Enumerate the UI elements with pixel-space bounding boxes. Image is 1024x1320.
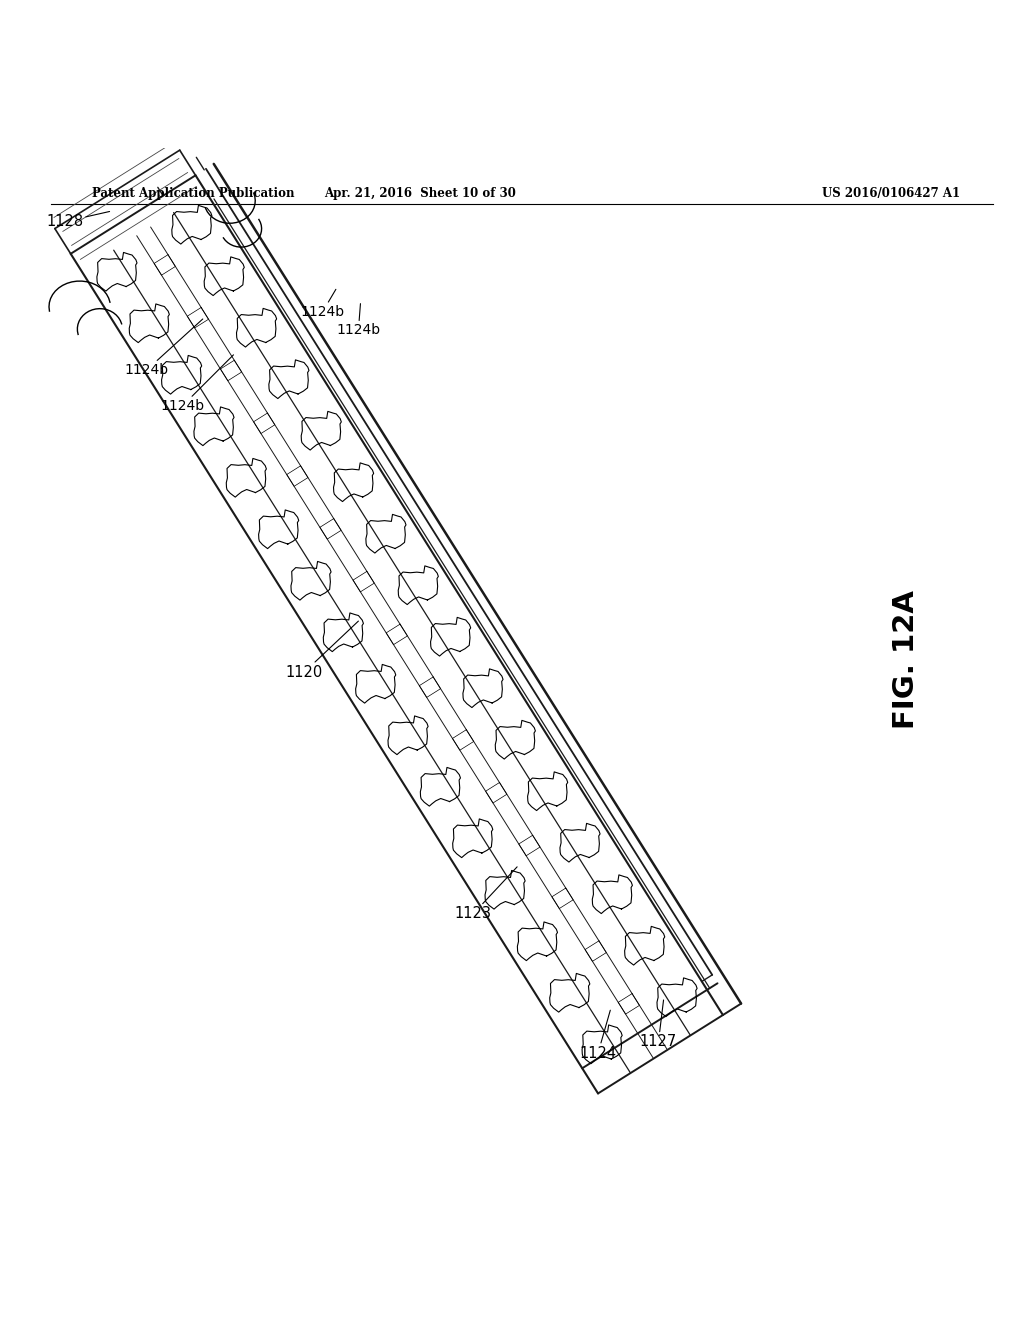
- Text: 1124b: 1124b: [336, 304, 381, 338]
- Text: FIG. 12A: FIG. 12A: [892, 590, 921, 730]
- Text: 1127: 1127: [640, 1001, 677, 1049]
- Text: 1128: 1128: [46, 211, 110, 230]
- Text: 1124b: 1124b: [300, 289, 345, 319]
- Text: 1123: 1123: [455, 867, 517, 921]
- Text: 1124: 1124: [580, 1010, 616, 1061]
- Text: 1124b: 1124b: [160, 355, 233, 413]
- Text: Patent Application Publication: Patent Application Publication: [92, 187, 295, 199]
- Text: Apr. 21, 2016  Sheet 10 of 30: Apr. 21, 2016 Sheet 10 of 30: [324, 187, 516, 199]
- Text: 1124b: 1124b: [124, 319, 203, 378]
- Text: US 2016/0106427 A1: US 2016/0106427 A1: [822, 187, 959, 199]
- Text: 1120: 1120: [286, 622, 358, 680]
